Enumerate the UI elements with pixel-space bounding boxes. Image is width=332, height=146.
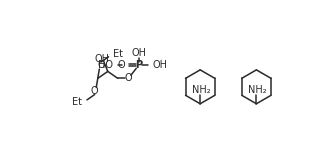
Text: O: O	[118, 60, 125, 70]
Text: O: O	[97, 60, 105, 70]
Text: OH: OH	[131, 48, 146, 58]
Text: OH: OH	[152, 60, 167, 70]
Text: NH₂: NH₂	[248, 85, 267, 95]
Text: O: O	[125, 73, 132, 83]
Text: O: O	[91, 86, 99, 97]
Text: P: P	[135, 60, 142, 70]
Text: Et: Et	[113, 49, 123, 59]
Text: OH: OH	[95, 54, 110, 64]
Text: HO: HO	[98, 60, 113, 70]
Text: NH₂: NH₂	[192, 85, 210, 95]
Text: Et: Et	[72, 97, 82, 107]
